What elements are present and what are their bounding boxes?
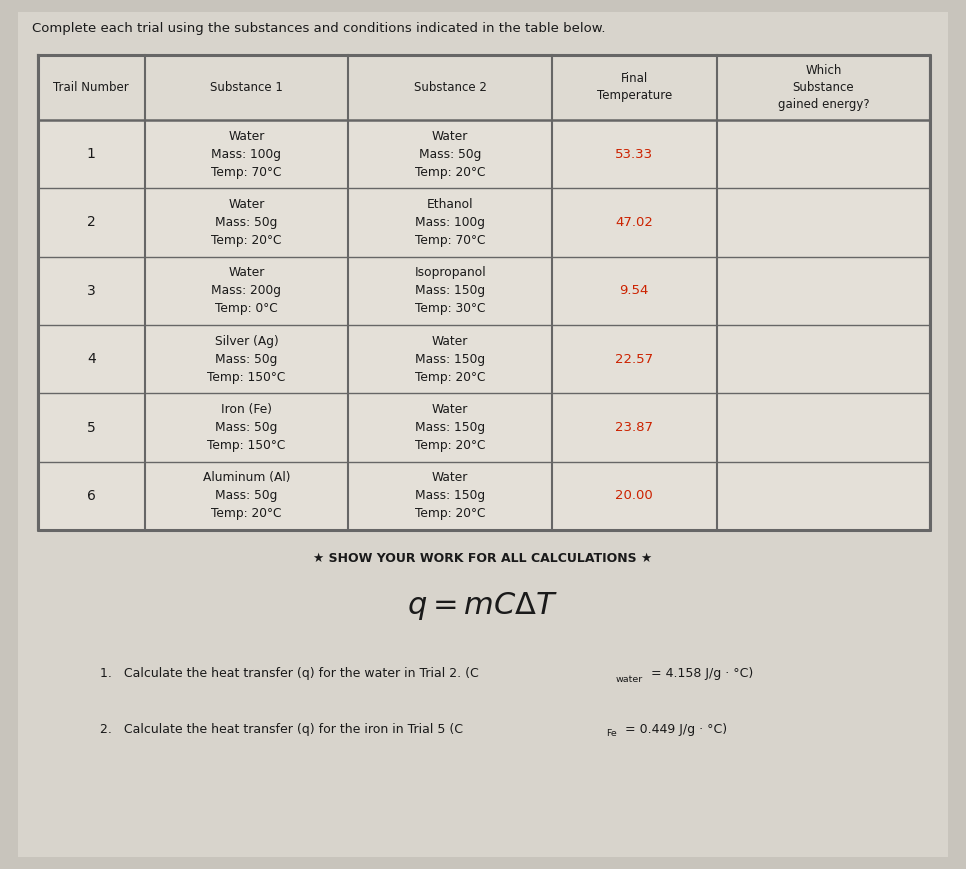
Bar [145,55,349,120]
Text: water: water [616,674,643,684]
Text: Water
Mass: 50g
Temp: 20°C: Water Mass: 50g Temp: 20°C [414,129,485,179]
Text: ★ SHOW YOUR WORK FOR ALL CALCULATIONS ★: ★ SHOW YOUR WORK FOR ALL CALCULATIONS ★ [313,552,653,565]
Text: 53.33: 53.33 [615,148,653,161]
Text: Iron (Fe)
Mass: 50g
Temp: 150°C: Iron (Fe) Mass: 50g Temp: 150°C [208,403,286,452]
Text: Aluminum (Al)
Mass: 50g
Temp: 20°C: Aluminum (Al) Mass: 50g Temp: 20°C [203,471,290,521]
Text: Final
Temperature: Final Temperature [597,72,672,103]
Text: 6: 6 [87,489,96,503]
Text: Water
Mass: 150g
Temp: 20°C: Water Mass: 150g Temp: 20°C [414,335,485,384]
Text: Water
Mass: 200g
Temp: 0°C: Water Mass: 200g Temp: 0°C [212,266,281,315]
Text: 1.   Calculate the heat transfer (q) for the water in Trial 2. (C: 1. Calculate the heat transfer (q) for t… [100,667,479,680]
Text: 20.00: 20.00 [615,489,653,502]
Bar [38,120,930,189]
Text: Water
Mass: 100g
Temp: 70°C: Water Mass: 100g Temp: 70°C [212,129,282,179]
Text: Ethanol
Mass: 100g
Temp: 70°C: Ethanol Mass: 100g Temp: 70°C [414,198,485,247]
Text: Complete each trial using the substances and conditions indicated in the table b: Complete each trial using the substances… [32,22,606,35]
Text: 4: 4 [87,352,96,366]
Text: Water
Mass: 50g
Temp: 20°C: Water Mass: 50g Temp: 20°C [212,198,282,247]
Text: Fe: Fe [606,729,616,739]
Text: Water
Mass: 150g
Temp: 20°C: Water Mass: 150g Temp: 20°C [414,471,485,521]
Text: Substance 2: Substance 2 [413,81,487,94]
Bar [349,55,552,120]
Text: 5: 5 [87,421,96,434]
Text: Which
Substance
gained energy?: Which Substance gained energy? [778,64,869,111]
Bar [38,55,145,120]
Bar [552,55,717,120]
Text: 2: 2 [87,216,96,229]
Text: Substance 1: Substance 1 [210,81,283,94]
Text: Isopropanol
Mass: 150g
Temp: 30°C: Isopropanol Mass: 150g Temp: 30°C [414,266,486,315]
Text: 47.02: 47.02 [615,216,653,229]
Text: 9.54: 9.54 [619,284,649,297]
Text: 3: 3 [87,284,96,298]
Text: Water
Mass: 150g
Temp: 20°C: Water Mass: 150g Temp: 20°C [414,403,485,452]
Text: = 4.158 J/g · °C): = 4.158 J/g · °C) [651,667,753,680]
Bar [38,394,930,461]
Bar [38,256,930,325]
Text: 23.87: 23.87 [615,421,653,434]
Text: = 0.449 J/g · °C): = 0.449 J/g · °C) [625,722,727,735]
Text: 1: 1 [87,147,96,161]
Bar [38,461,930,530]
Text: 2.   Calculate the heat transfer (q) for the iron in Trial 5 (C: 2. Calculate the heat transfer (q) for t… [100,722,463,735]
Bar [38,55,930,530]
Text: Silver (Ag)
Mass: 50g
Temp: 150°C: Silver (Ag) Mass: 50g Temp: 150°C [208,335,286,384]
Bar [38,325,930,394]
Bar [717,55,930,120]
Text: $q = mC\Delta T$: $q = mC\Delta T$ [408,590,558,622]
Bar [38,189,930,256]
Text: Trail Number: Trail Number [53,81,129,94]
Text: 22.57: 22.57 [615,353,653,366]
